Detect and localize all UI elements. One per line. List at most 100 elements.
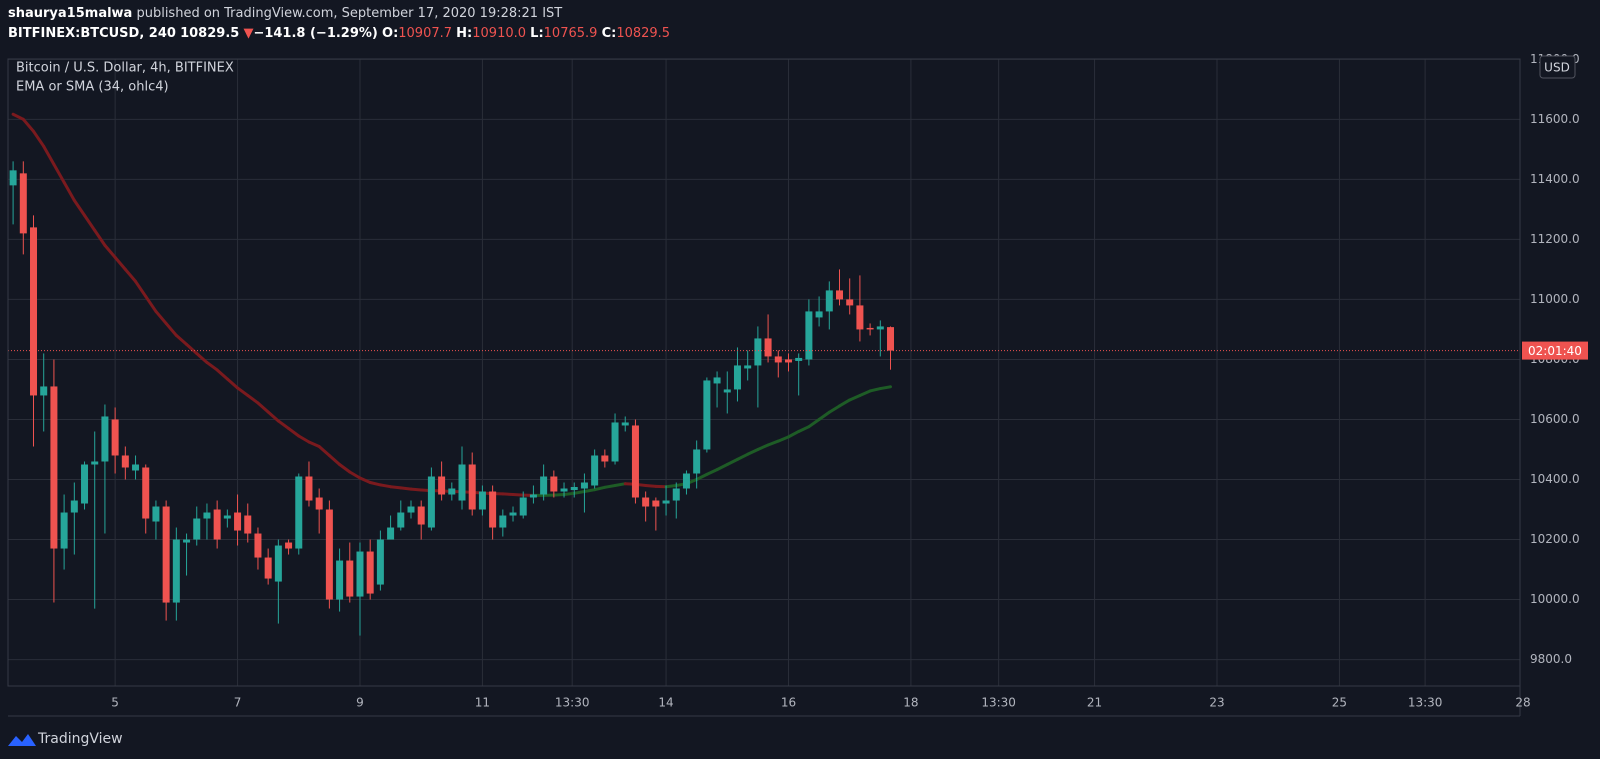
c-label: C: (601, 26, 617, 41)
ma-segment (297, 434, 311, 444)
candle-body (519, 497, 527, 516)
ma-segment (695, 472, 709, 482)
ma-segment (593, 485, 607, 492)
candle-body (550, 476, 558, 492)
y-tick-label: 9800.0 (1530, 652, 1572, 666)
plot-frame (7, 58, 1521, 687)
change: −141.8 (−1.29%) (253, 26, 378, 41)
candle-body (580, 482, 588, 489)
candle-body (591, 455, 599, 486)
candle-body (244, 515, 252, 534)
x-tick-label: 5 (111, 696, 119, 710)
candle-body (856, 305, 864, 330)
o-value: 10907.7 (398, 26, 453, 41)
candle-body (570, 487, 578, 491)
candle-body (285, 542, 293, 549)
ma-segment (123, 267, 138, 283)
ma-segment (185, 342, 199, 355)
candle-body (91, 461, 99, 465)
candle-body (30, 227, 38, 396)
ma-segment (827, 404, 841, 414)
ma-segment (195, 351, 209, 364)
l-value: 10765.9 (543, 26, 598, 41)
candle-body (325, 509, 333, 600)
currency-button[interactable] (1539, 55, 1576, 79)
x-tick-label: 13:30 (555, 696, 590, 710)
candle-body (203, 512, 211, 519)
ma-segment (287, 426, 301, 438)
candle-body (499, 515, 507, 528)
ma-segment (327, 453, 342, 466)
candle-body (478, 491, 486, 510)
symbol: BITFINEX:BTCUSD, 240 (8, 26, 176, 41)
x-tick-label: 14 (658, 696, 673, 710)
candle-body (825, 290, 833, 312)
candle-body (60, 512, 68, 549)
ma-segment (603, 484, 617, 489)
candle-body (315, 497, 323, 510)
candle-body (448, 488, 456, 495)
candle-body (489, 491, 497, 528)
ma-segment (644, 484, 658, 488)
y-tick-label: 10200.0 (1530, 532, 1580, 546)
ma-segment (725, 457, 739, 466)
candle-body (376, 539, 384, 585)
ma-segment (613, 482, 627, 488)
candle-body (682, 473, 690, 489)
x-tick-label: 21 (1087, 696, 1102, 710)
ma-segment (511, 493, 525, 497)
currency[interactable]: USD (1544, 61, 1570, 75)
ma-segment (154, 309, 168, 325)
ma-segment (848, 393, 862, 402)
ma-segment (817, 410, 831, 421)
ma-segment (797, 425, 811, 433)
candle-body (458, 464, 466, 501)
x-tick-label: 7 (234, 696, 242, 710)
ma-segment (215, 368, 229, 381)
ma-segment (348, 470, 362, 480)
ma-segment (746, 447, 760, 456)
h-label: H: (456, 26, 473, 41)
candle-body (876, 326, 884, 330)
ma-segment (174, 333, 189, 346)
candle-body (183, 539, 191, 543)
h-value: 10910.0 (472, 26, 527, 41)
ma-segment (246, 393, 260, 405)
countdown-box (1522, 341, 1588, 360)
candle-body (672, 488, 680, 501)
ma-segment (52, 162, 66, 184)
candle-body (142, 467, 150, 519)
candle-body (529, 494, 537, 498)
candle-body (162, 506, 170, 603)
l-label: L: (530, 26, 544, 41)
marks (8, 112, 1520, 636)
candle-body (866, 327, 874, 330)
candle-body (846, 299, 854, 306)
ma-segment (256, 401, 270, 414)
candle-body (132, 464, 140, 471)
ma-segment (11, 112, 25, 121)
candle-body (805, 311, 813, 360)
ma-segment (807, 417, 821, 429)
ma-segment (307, 440, 321, 448)
candle-body (193, 518, 201, 540)
ma-segment (103, 243, 117, 259)
ma-segment (582, 488, 597, 494)
logo (8, 734, 36, 746)
candle-body (9, 170, 17, 186)
candle-body (19, 173, 27, 234)
candle-body (631, 425, 639, 498)
candle-body (887, 327, 895, 351)
ma-segment (664, 484, 678, 489)
x-tick-label: 18 (903, 696, 918, 710)
candle-body (540, 476, 548, 495)
candle-body (560, 488, 568, 492)
brand: TradingView (37, 731, 123, 747)
arrow: ▼ (243, 26, 254, 41)
ma-segment (83, 213, 97, 232)
candle-body (336, 560, 344, 600)
x-tick-label: 25 (1332, 696, 1347, 710)
ma-segment (72, 198, 87, 217)
last: 10829.5 (180, 26, 240, 41)
y-tick-label: 11400.0 (1530, 172, 1580, 186)
